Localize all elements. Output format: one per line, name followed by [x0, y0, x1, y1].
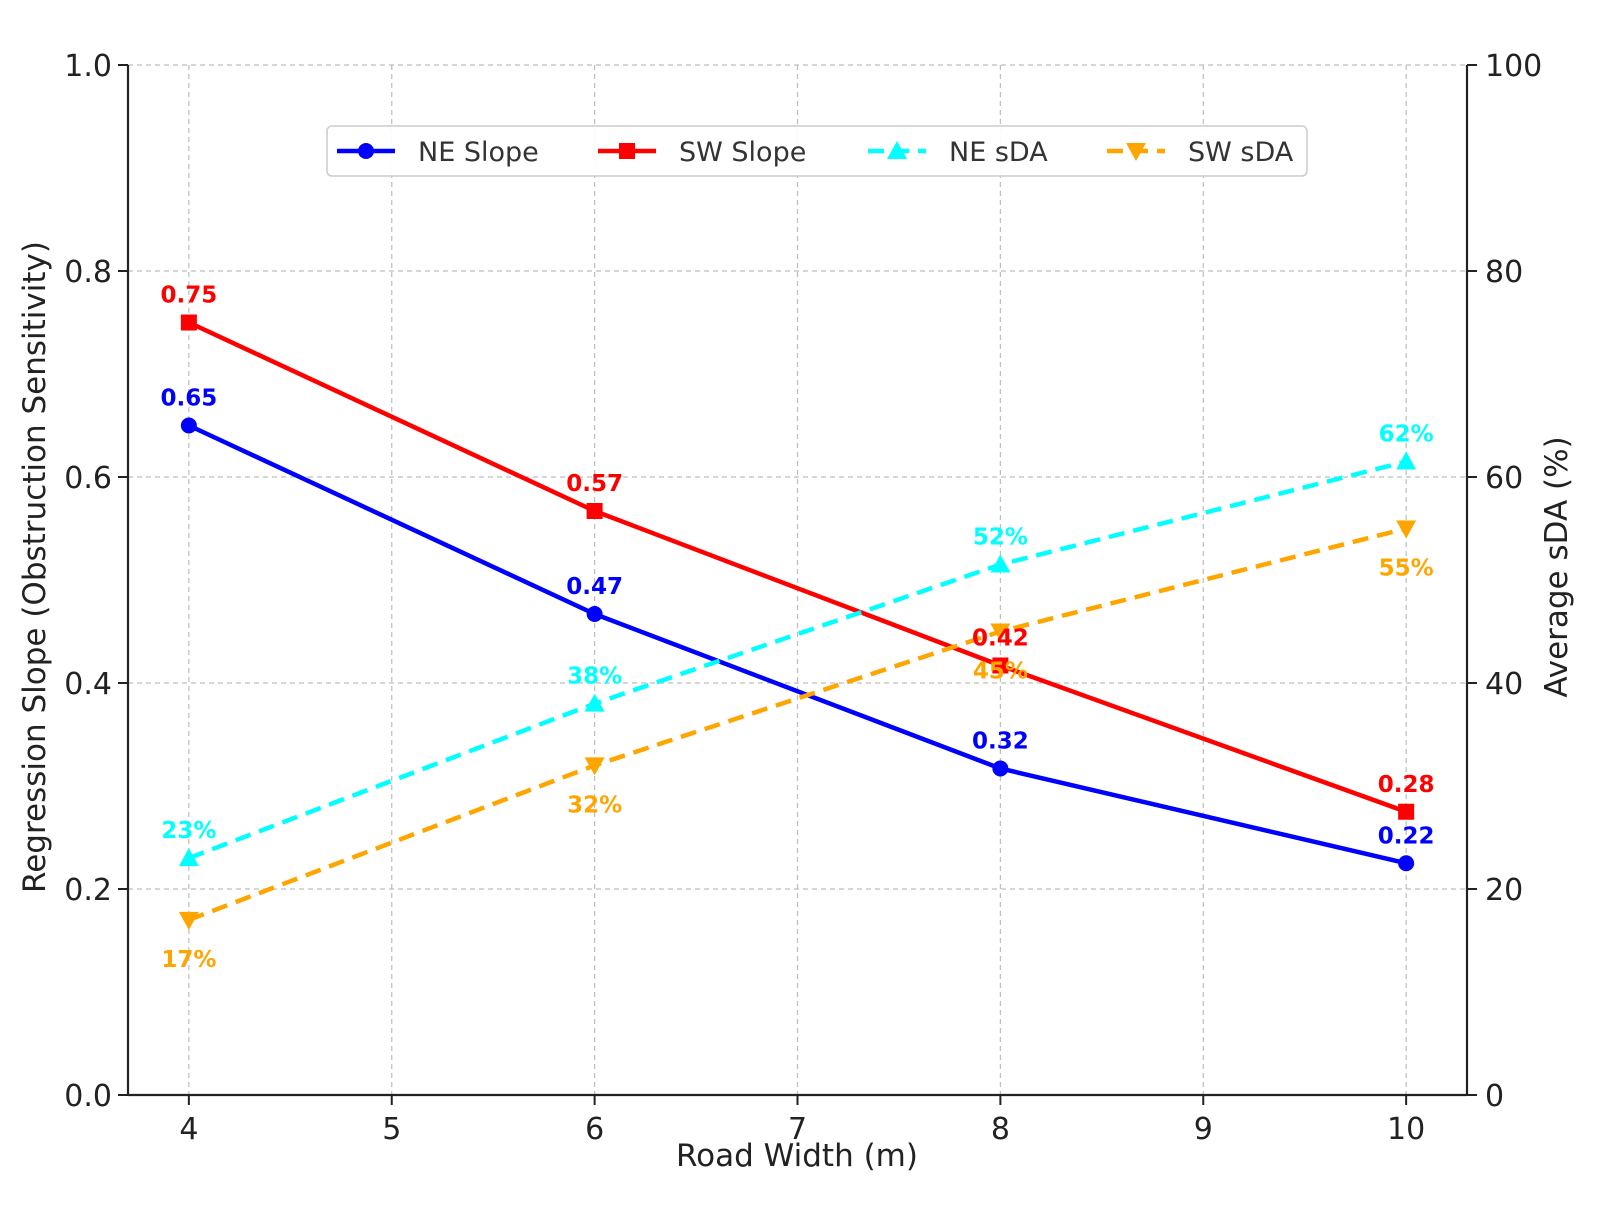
legend-marker-ne-slope: [358, 143, 374, 159]
y-tick-label: 0.0: [64, 1079, 112, 1114]
data-label-ne-slope: 0.22: [1378, 823, 1435, 849]
data-label-ne-sda: 23%: [161, 818, 216, 844]
legend-label-ne-slope: NE Slope: [418, 137, 539, 168]
data-point-ne-sda: [1396, 451, 1417, 470]
x-tick-label: 10: [1387, 1112, 1425, 1147]
data-point-ne-sda: [584, 693, 605, 712]
data-point-ne-sda: [990, 554, 1011, 573]
data-label-sw-sda: 55%: [1379, 556, 1434, 582]
y2-tick-label: 0: [1485, 1079, 1504, 1114]
data-point-sw-slope: [992, 657, 1009, 674]
y-tick-label: 1.0: [64, 49, 112, 84]
y2-axis-title: Average sDA (%): [1539, 436, 1575, 697]
legend-label-sw-sda: SW sDA: [1188, 137, 1294, 168]
legend: NE Slope SW Slope NE sDA SW sDA: [326, 125, 1308, 177]
data-point-ne-slope: [586, 605, 603, 622]
data-point-sw-sda: [178, 911, 199, 930]
grid: [128, 64, 1467, 1096]
data-point-sw-sda: [1396, 520, 1417, 539]
data-point-ne-slope: [1398, 855, 1415, 872]
data-label-ne-slope: 0.47: [566, 574, 623, 600]
legend-box: [326, 125, 1308, 177]
y2-tick-label: 40: [1485, 667, 1523, 702]
data-point-sw-slope: [180, 314, 197, 331]
series: [178, 314, 1417, 930]
data-label-ne-slope: 0.65: [160, 386, 217, 412]
data-label-sw-slope: 0.28: [1378, 772, 1435, 798]
x-axis-title: Road Width (m): [676, 1138, 918, 1174]
data-point-sw-slope: [586, 502, 603, 519]
axes: 4 5 6 7 8 9 10 0.0 0.2 0.4 0.6 0.8 1.0 0 20 40 60 80 100: [64, 49, 1542, 1147]
data-point-sw-slope: [1398, 803, 1415, 820]
data-point-sw-sda: [584, 757, 605, 776]
legend-label-ne-sda: NE sDA: [949, 137, 1048, 168]
data-label-sw-slope: 0.75: [160, 283, 217, 309]
y2-tick-label: 20: [1485, 873, 1523, 908]
data-point-ne-slope: [180, 417, 197, 434]
y-tick-label: 0.8: [64, 255, 112, 290]
series-line-ne-slope: [186, 423, 1409, 866]
data-label-ne-sda: 38%: [567, 664, 622, 690]
legend-label-sw-slope: SW Slope: [679, 137, 806, 168]
y-axis-title: Regression Slope (Obstruction Sensitivit…: [17, 241, 53, 893]
y2-tick-label: 100: [1485, 49, 1542, 84]
data-point-ne-slope: [992, 760, 1009, 777]
y-tick-label: 0.2: [64, 873, 112, 908]
legend-marker-sw-slope: [619, 143, 635, 159]
data-point-sw-sda: [990, 623, 1011, 642]
y-tick-label: 0.4: [64, 667, 112, 702]
data-label-ne-sda: 52%: [973, 525, 1028, 551]
data-point-ne-sda: [178, 848, 199, 867]
x-tick-label: 4: [179, 1112, 198, 1147]
y-tick-label: 0.6: [64, 461, 112, 496]
y2-tick-label: 60: [1485, 461, 1523, 496]
series-line-sw-slope: [186, 320, 1409, 814]
data-labels: 0.65 0.47 0.32 0.22 0.75 0.57 0.42 0.28 23% 38% 52…: [160, 283, 1434, 973]
data-label-ne-slope: 0.32: [972, 728, 1029, 754]
x-tick-label: 5: [382, 1112, 401, 1147]
x-tick-label: 6: [585, 1112, 604, 1147]
data-label-sw-slope: 0.42: [972, 625, 1029, 651]
x-tick-label: 9: [1194, 1112, 1213, 1147]
x-tick-label: 7: [788, 1112, 807, 1147]
y2-tick-label: 80: [1485, 255, 1523, 290]
legend-marker-sw-sda: [1126, 143, 1146, 161]
data-label-sw-sda: 32%: [567, 792, 622, 818]
data-label-sw-sda: 45%: [973, 659, 1028, 685]
data-label-sw-sda: 17%: [161, 947, 216, 973]
x-tick-label: 8: [991, 1112, 1010, 1147]
data-label-sw-slope: 0.57: [566, 471, 623, 497]
data-label-ne-sda: 62%: [1379, 422, 1434, 448]
legend-marker-ne-sda: [887, 141, 907, 159]
